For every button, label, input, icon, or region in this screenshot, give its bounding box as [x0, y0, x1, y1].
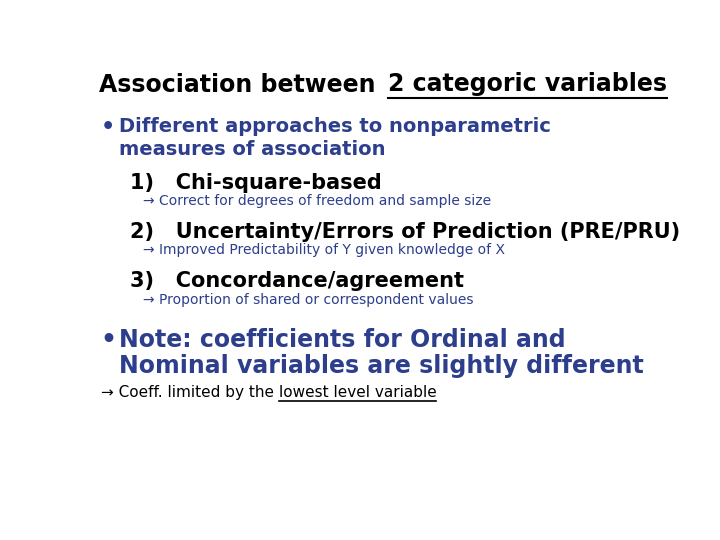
Text: → Improved Predictability of Y given knowledge of X: → Improved Predictability of Y given kno…	[143, 244, 505, 258]
Text: 2 categoric variables: 2 categoric variables	[387, 72, 667, 97]
Text: measures of association: measures of association	[120, 140, 386, 159]
Text: 3)   Concordance/agreement: 3) Concordance/agreement	[130, 271, 464, 291]
Text: Nominal variables are slightly different: Nominal variables are slightly different	[120, 354, 644, 379]
Text: 2)   Uncertainty/Errors of Prediction (PRE/PRU): 2) Uncertainty/Errors of Prediction (PRE…	[130, 222, 680, 242]
Text: •: •	[101, 328, 117, 352]
Text: 1)   Chi-square-based: 1) Chi-square-based	[130, 173, 382, 193]
Text: •: •	[101, 117, 115, 137]
Text: → Proportion of shared or correspondent values: → Proportion of shared or correspondent …	[143, 293, 473, 307]
Text: lowest level variable: lowest level variable	[279, 385, 436, 400]
Text: Note: coefficients for Ordinal and: Note: coefficients for Ordinal and	[120, 328, 566, 352]
Text: Different approaches to nonparametric: Different approaches to nonparametric	[120, 117, 552, 136]
Text: Association between: Association between	[99, 72, 384, 97]
Text: → Correct for degrees of freedom and sample size: → Correct for degrees of freedom and sam…	[143, 194, 491, 208]
Text: → Coeff. limited by the: → Coeff. limited by the	[101, 385, 279, 400]
